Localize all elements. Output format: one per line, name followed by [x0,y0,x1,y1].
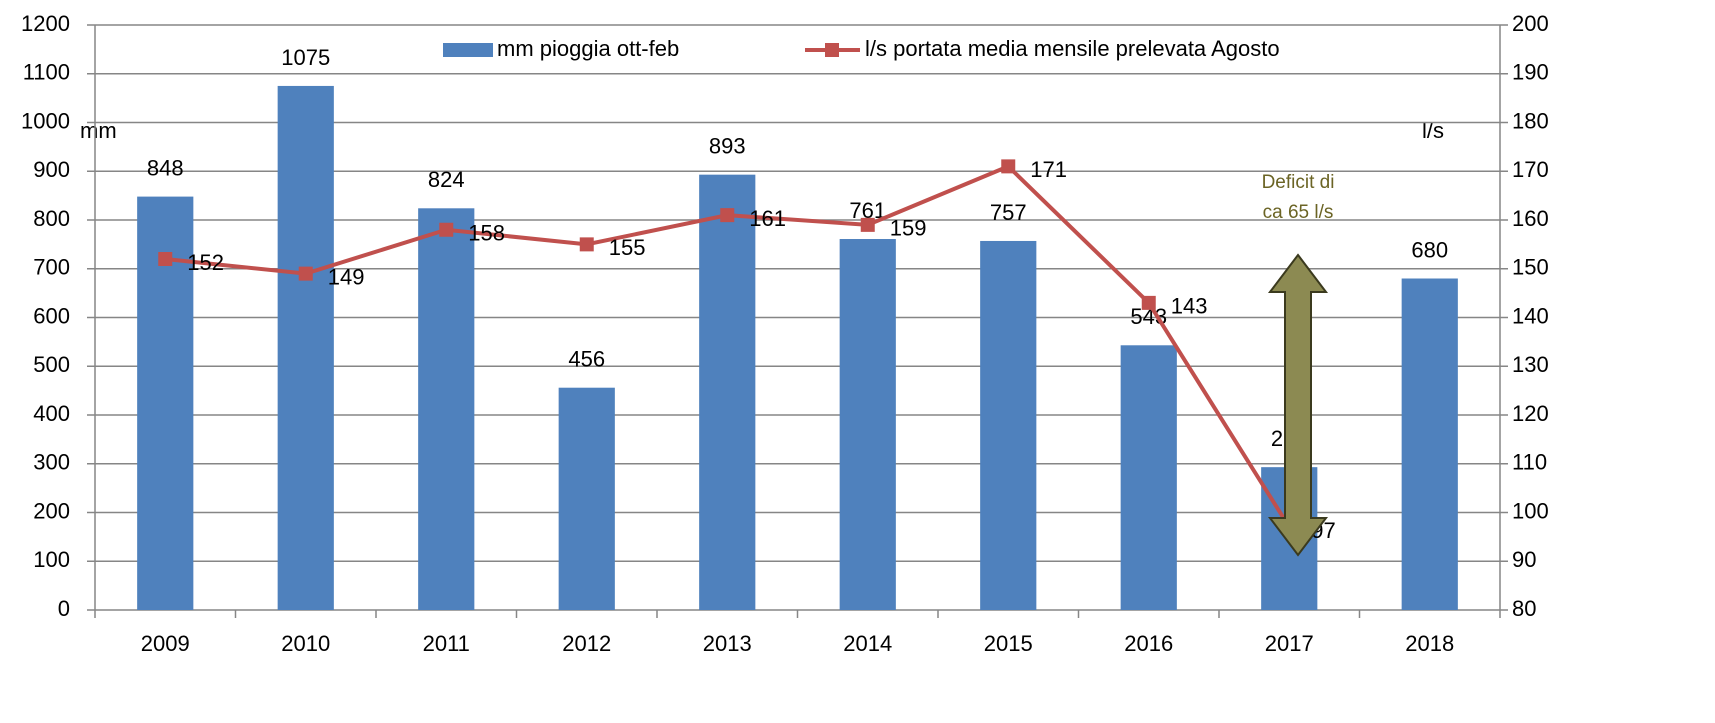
y-tick-label: 900 [33,157,70,182]
double-arrow [1267,253,1329,557]
y2-axis-label: l/s [1422,118,1444,143]
x-tick-label: 2012 [562,631,611,656]
line-marker [158,252,173,266]
line-marker [1141,295,1156,310]
bar-value-label: 848 [147,155,184,180]
x-tick-label: 2010 [281,631,330,656]
x-tick-label: 2014 [843,631,892,656]
y2-tick-label: 140 [1512,303,1549,328]
x-tick-label: 2015 [984,631,1033,656]
bar [839,239,896,610]
x-tick-label: 2017 [1265,631,1314,656]
line-value-label: 161 [749,206,786,231]
line-value-label: 149 [328,264,365,289]
y2-tick-label: 130 [1512,352,1549,377]
y-tick-label: 300 [33,450,70,475]
x-tick-label: 2013 [703,631,752,656]
annotation: Deficit di [1262,172,1335,193]
y-tick-label: 800 [33,206,70,231]
y-tick-label: 700 [33,255,70,280]
legend-label: l/s portata media mensile prelevata Agos… [865,36,1280,61]
bar [558,387,615,610]
y-tick-label: 1200 [21,11,70,36]
y2-tick-label: 100 [1512,498,1549,523]
y2-tick-label: 80 [1512,596,1536,621]
y2-tick-label: 150 [1512,255,1549,280]
x-tick-label: 2009 [141,631,190,656]
legend-swatch [825,43,839,57]
bar [699,174,756,610]
annotation-arrow [1267,253,1329,557]
y2-tick-label: 170 [1512,157,1549,182]
line-marker [439,222,454,237]
bar-value-label: 1075 [281,45,330,70]
bar-value-label: 893 [709,133,746,158]
y2-tick-label: 190 [1512,60,1549,85]
y-tick-label: 1100 [23,60,70,85]
y-tick-label: 400 [33,401,70,426]
y2-tick-label: 120 [1512,401,1549,426]
bar-value-label: 456 [568,347,605,372]
y-tick-label: 100 [33,547,70,572]
y2-tick-label: 200 [1512,11,1549,36]
bar [418,208,475,611]
line-value-label: 143 [1171,294,1208,319]
line-value-label: 159 [890,216,927,241]
x-tick-label: 2016 [1124,631,1173,656]
x-tick-label: 2018 [1405,631,1454,656]
bar [980,240,1037,610]
line-marker [298,266,313,281]
line-marker [860,217,875,232]
line-marker [720,208,735,223]
line-value-label: 155 [609,235,646,260]
y2-tick-label: 180 [1512,108,1549,133]
y-axis-label: mm [80,118,117,143]
bar [1120,345,1177,610]
y-tick-label: 0 [58,596,70,621]
bar [277,85,334,610]
y2-tick-label: 160 [1512,206,1549,231]
line-marker [1001,159,1016,174]
y2-tick-label: 90 [1512,547,1536,572]
legend-label: mm pioggia ott-feb [497,36,679,61]
line-value-label: 158 [468,221,505,246]
bar-value-label: 757 [990,200,1027,225]
line-value-label: 171 [1030,157,1067,182]
y-tick-label: 600 [33,303,70,328]
x-tick-label: 2011 [423,631,470,656]
y-tick-label: 500 [33,352,70,377]
y-tick-label: 200 [33,498,70,523]
bar-value-label: 680 [1411,237,1448,262]
line-marker [579,237,594,252]
bar-value-label: 824 [428,167,465,192]
line-value-label: 152 [187,250,224,275]
bar [1401,278,1458,610]
y-tick-label: 1000 [21,108,70,133]
legend-swatch [443,43,493,57]
annotation: ca 65 l/s [1263,202,1334,223]
y2-tick-label: 110 [1512,450,1547,475]
